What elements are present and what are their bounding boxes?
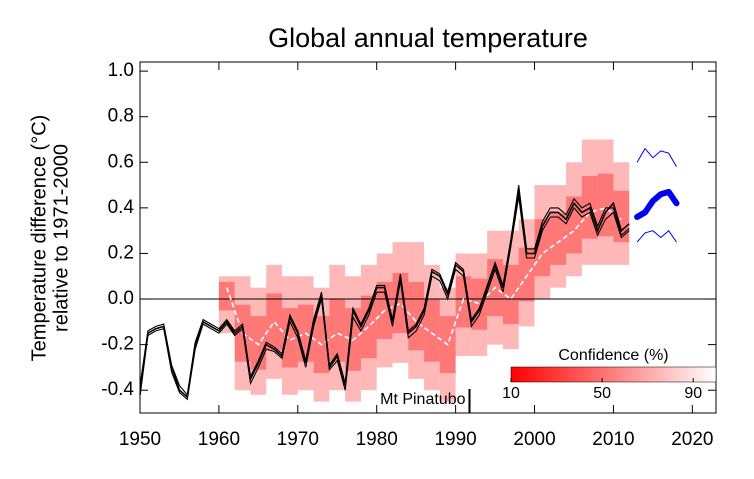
confidence-core xyxy=(550,213,567,265)
x-tick-label: 1970 xyxy=(277,429,319,450)
colorbar-tick-label: 90 xyxy=(684,385,702,402)
confidence-core xyxy=(218,281,235,311)
y-tick-label: 0.6 xyxy=(108,151,134,172)
y-tick-label: 0.2 xyxy=(108,242,134,263)
forecast-median xyxy=(634,188,680,220)
y-tick-label: 1.0 xyxy=(108,60,134,81)
confidence-core xyxy=(360,295,377,359)
confidence-core xyxy=(266,293,283,351)
confidence-band xyxy=(471,253,488,357)
y-axis-label: relative to 1971-2000 xyxy=(50,144,72,332)
colorbar-tick-label: 10 xyxy=(502,385,520,402)
confidence-core xyxy=(392,272,409,334)
confidence-band xyxy=(282,276,298,395)
y-tick-label: 0.4 xyxy=(108,197,135,218)
x-tick-label: 2020 xyxy=(671,429,713,450)
x-tick-label: 1950 xyxy=(119,429,161,450)
confidence-core xyxy=(250,316,267,370)
confidence-band xyxy=(455,253,472,357)
x-tick-label: 1960 xyxy=(198,429,240,450)
observation-line xyxy=(139,185,630,397)
confidence-core xyxy=(424,299,440,362)
confidence-band xyxy=(581,139,598,265)
confidence-core xyxy=(613,190,630,243)
observation-line xyxy=(139,196,630,401)
annotation-text: Mt Pinatubo xyxy=(380,391,465,408)
chart-title: Global annual temperature xyxy=(268,23,588,53)
confidence-band xyxy=(408,242,425,379)
confidence-band xyxy=(392,242,409,363)
y-tick-label: -0.4 xyxy=(101,379,134,400)
confidence-band xyxy=(597,139,614,265)
y-tick-label: -0.2 xyxy=(101,334,134,355)
x-tick-label: 2010 xyxy=(592,429,634,450)
y-tick-label: 0.0 xyxy=(108,288,134,309)
plot-frame xyxy=(139,61,717,414)
confidence-band xyxy=(534,185,551,300)
x-tick-label: 1990 xyxy=(434,429,476,450)
confidence-band xyxy=(345,276,361,402)
confidence-band xyxy=(518,219,535,327)
confidence-band xyxy=(218,276,235,334)
forecast-upper xyxy=(636,147,677,168)
y-tick-label: 0.8 xyxy=(108,106,134,127)
forecast-lower xyxy=(636,229,677,243)
colorbar-label: Confidence (%) xyxy=(558,347,668,364)
x-tick-label: 2000 xyxy=(513,429,555,450)
confidence-core xyxy=(518,247,535,302)
confidence-core xyxy=(455,276,472,328)
x-tick-label: 1980 xyxy=(356,429,398,450)
hindcast-median xyxy=(226,207,622,346)
confidence-band xyxy=(613,162,630,265)
confidence-core xyxy=(329,299,346,362)
colorbar xyxy=(510,366,717,383)
confidence-band xyxy=(566,162,582,277)
confidence-core xyxy=(502,264,519,325)
colorbar-tick-label: 50 xyxy=(593,385,611,402)
y-axis-label: Temperature difference (°C) xyxy=(28,115,50,362)
